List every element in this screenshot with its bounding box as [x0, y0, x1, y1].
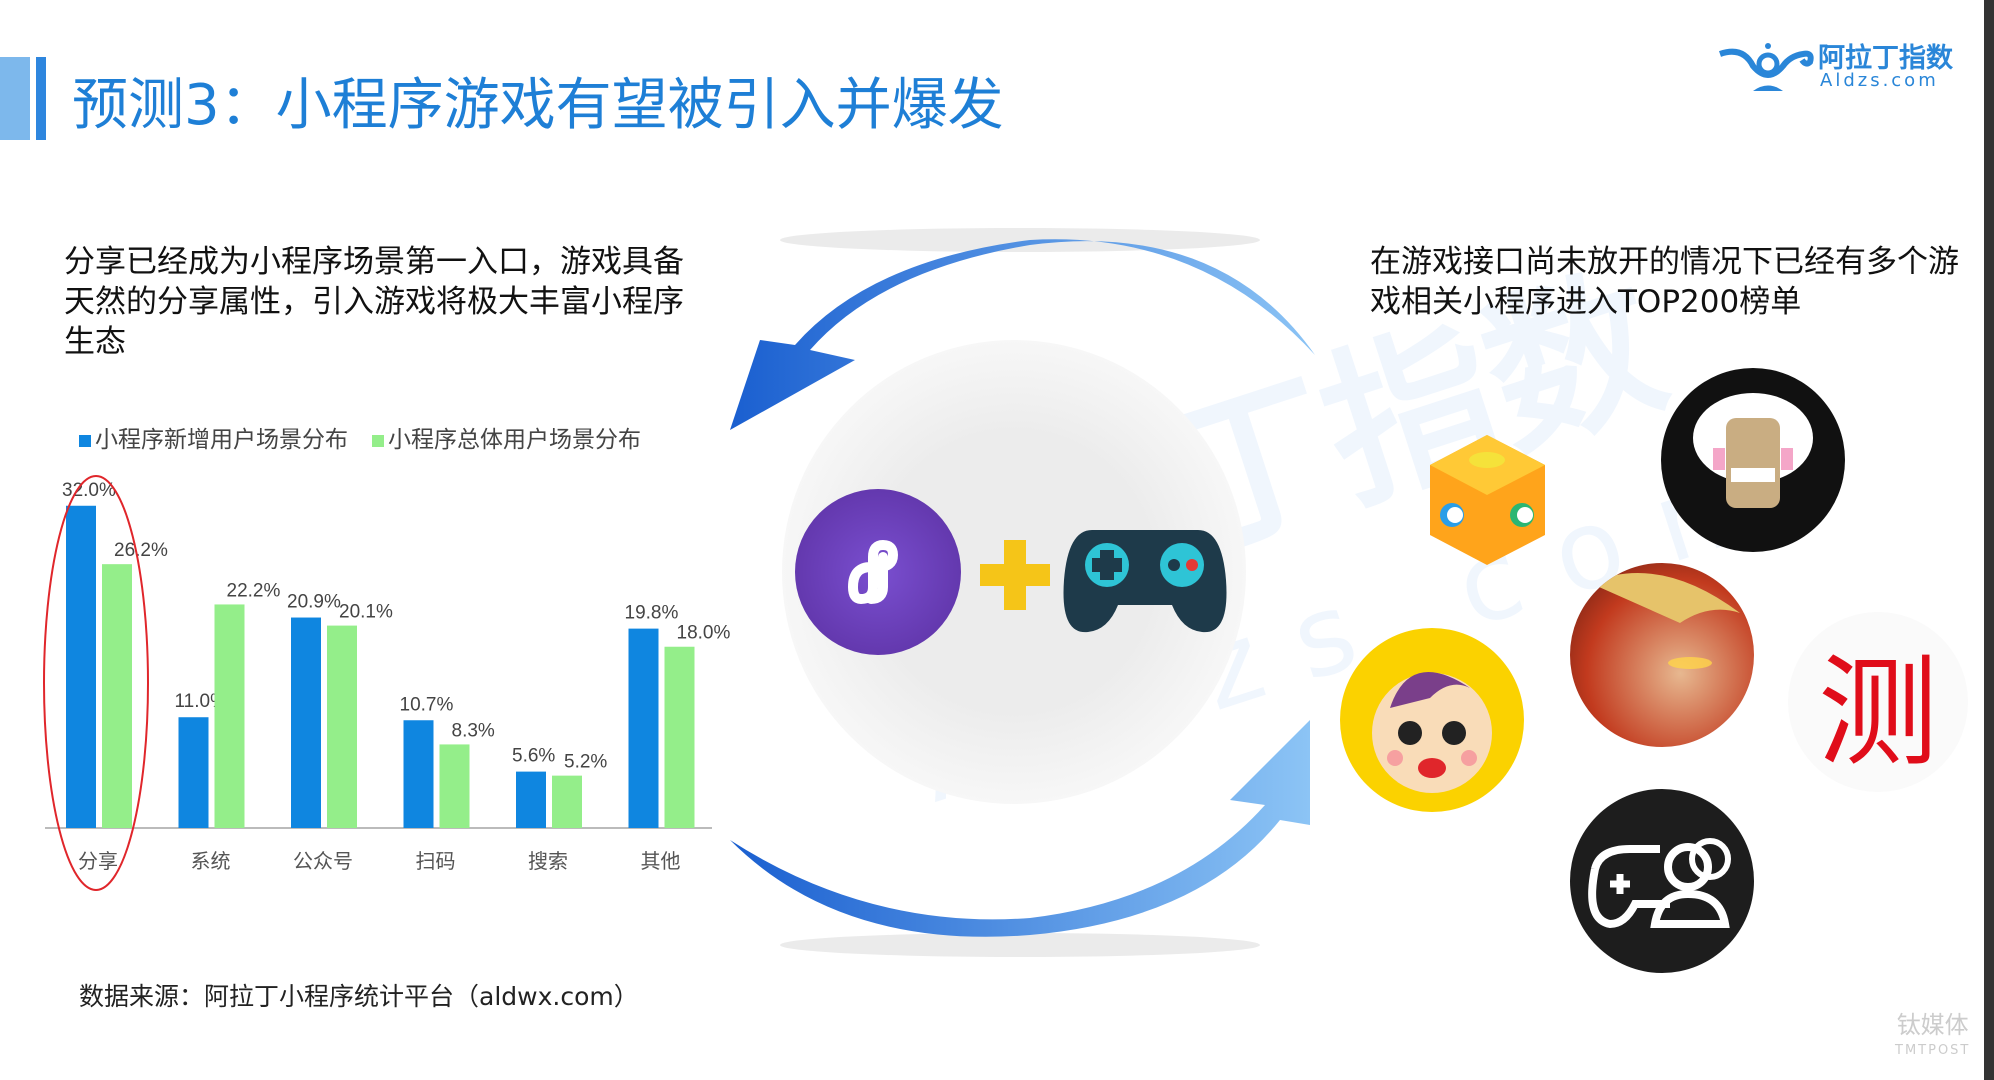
- x-tick-label: 系统: [191, 849, 231, 873]
- page-title: 预测3：小程序游戏有望被引入并爆发: [72, 73, 1004, 138]
- bar-total: [552, 775, 582, 828]
- title-accent-bar-thin: [36, 57, 46, 140]
- tmtpost-cn: 钛媒体: [1896, 1011, 1969, 1039]
- bar-total: [664, 646, 695, 828]
- bar-total: [439, 744, 470, 828]
- window-edge: [1984, 0, 1994, 1080]
- data-label: 5.2%: [564, 752, 607, 773]
- left-description: 分享已经成为小程序场景第一入口，游戏具备天然的分享属性，引入游戏将极大丰富小程序…: [64, 244, 684, 360]
- data-label: 11.0%: [175, 691, 228, 712]
- legend-item-new: 小程序新增用户场景分布: [79, 420, 348, 454]
- title-accent-bar: [0, 57, 30, 140]
- top-shadow: [780, 228, 1260, 252]
- data-label: 32.0%: [62, 480, 116, 501]
- data-label: 26.2%: [114, 540, 168, 561]
- bar-new: [628, 628, 659, 828]
- data-label: 18.0%: [677, 623, 731, 644]
- top-arrow-icon: [730, 239, 1315, 430]
- bottom-shadow: [780, 933, 1260, 957]
- bar-total: [102, 564, 132, 828]
- game-friends-icon: [1570, 789, 1754, 973]
- bar-new: [178, 717, 209, 828]
- chart-legend: 小程序新增用户场景分布 小程序总体用户场景分布: [79, 420, 641, 454]
- data-label: 19.8%: [625, 603, 679, 624]
- cube-game-icon: [1430, 435, 1545, 565]
- hero-game-icon: [1570, 563, 1754, 747]
- x-tick-label: 搜索: [528, 849, 568, 873]
- plus-icon: [980, 540, 1050, 610]
- x-tick-label: 分享: [78, 849, 118, 873]
- bar-chart: 32.0% 26.2% 分享 11.0% 22.2% 系统 20.9%20.1% 公众号 10.…: [43, 475, 731, 891]
- old-man-game-icon: [1661, 368, 1845, 552]
- data-label: 5.6%: [512, 746, 555, 767]
- bar-new: [403, 720, 434, 828]
- mini-program-icon: [795, 489, 961, 655]
- tmtpost-watermark: 钛媒体 TMTPOST: [1895, 1012, 1970, 1064]
- legend-swatch: [372, 435, 384, 447]
- data-label: 22.2%: [227, 580, 281, 601]
- x-tick-label: 扫码: [416, 849, 456, 873]
- ce-test-icon: 测: [1788, 612, 1968, 792]
- x-tick-label: 公众号: [293, 849, 353, 873]
- bar-total: [214, 604, 245, 828]
- x-tick-label: 其他: [641, 849, 681, 873]
- legend-label: 小程序新增用户场景分布: [95, 427, 348, 453]
- bottom-arrow-icon: [730, 720, 1310, 937]
- bar-new: [516, 771, 546, 828]
- legend-item-total: 小程序总体用户场景分布: [372, 420, 641, 454]
- data-label: 20.9%: [287, 592, 341, 613]
- legend-label: 小程序总体用户场景分布: [388, 427, 641, 453]
- highlight-ellipse: [43, 475, 149, 891]
- data-source: 数据来源：阿拉丁小程序统计平台（aldwx.com）: [79, 982, 639, 1011]
- logo-domain: Aldzs.com: [1820, 70, 1939, 91]
- aladdin-lamp-icon: [1719, 43, 1814, 91]
- tmtpost-en: TMTPOST: [1895, 1043, 1971, 1058]
- data-label: 10.7%: [400, 694, 454, 715]
- bar-new: [291, 617, 321, 828]
- baby-game-icon: [1340, 628, 1524, 812]
- bar-total: [327, 625, 357, 828]
- logo-text: 阿拉丁指数: [1818, 43, 1953, 74]
- gamepad-icon: [1063, 530, 1227, 633]
- legend-swatch: [79, 435, 91, 447]
- right-description: 在游戏接口尚未放开的情况下已经有多个游戏相关小程序进入TOP200榜单: [1370, 244, 1959, 320]
- data-label: 8.3%: [452, 720, 495, 741]
- bar-new: [66, 505, 96, 828]
- data-label: 20.1%: [339, 602, 393, 623]
